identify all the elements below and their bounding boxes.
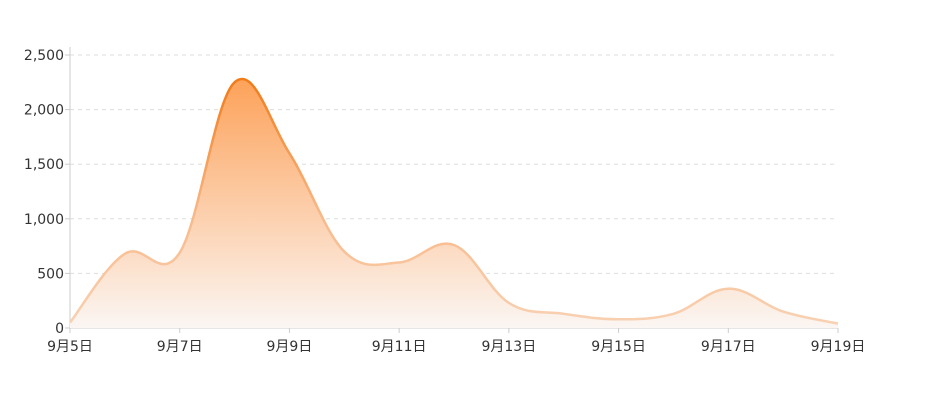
series-line [69, 77, 839, 325]
x-tick-label: 9月13日 [481, 339, 536, 355]
x-tick-label: 9月7日 [157, 339, 203, 355]
y-tick-label: 2,000 [24, 103, 64, 119]
x-tick-label: 9月19日 [811, 339, 866, 355]
x-tick-label: 9月17日 [701, 339, 756, 355]
y-tick-label: 500 [37, 266, 64, 282]
y-tick-label: 0 [55, 321, 64, 337]
y-tick-label: 1,000 [24, 212, 64, 228]
x-tick-label: 9月9日 [267, 339, 313, 355]
area-fill [70, 78, 838, 328]
y-tick-label: 2,500 [24, 48, 64, 64]
x-tick-label: 9月15日 [591, 339, 646, 355]
y-tick-label: 1,500 [24, 157, 64, 173]
x-tick-label: 9月5日 [47, 339, 93, 355]
x-tick-label: 9月11日 [372, 339, 427, 355]
